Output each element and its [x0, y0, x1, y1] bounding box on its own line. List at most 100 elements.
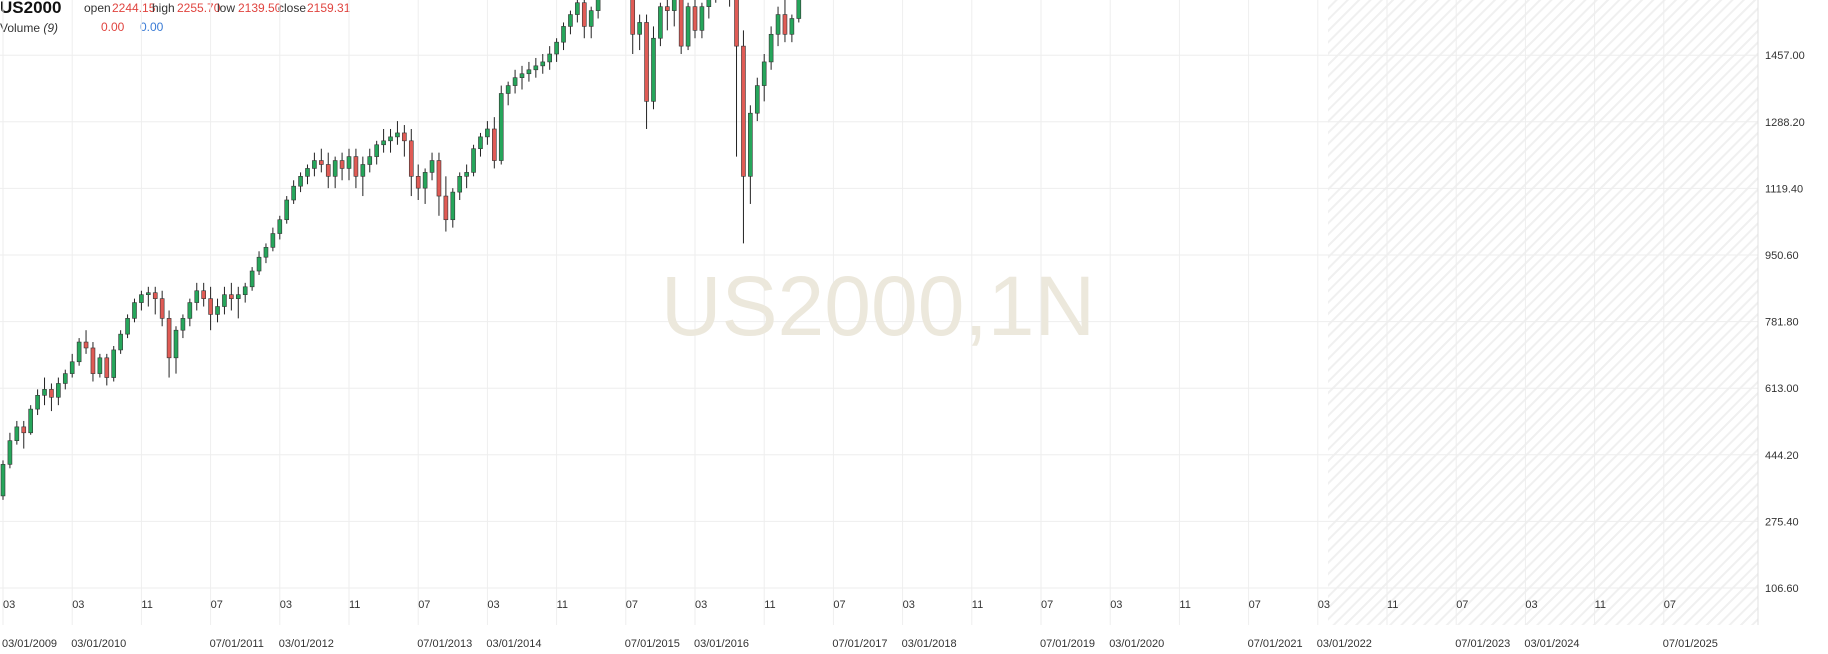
x-tick-month: 11	[1387, 599, 1398, 611]
candle-up	[194, 290, 200, 303]
candle-up	[540, 61, 546, 67]
candle-down	[415, 176, 421, 189]
y-tick-label: 1457.00	[1765, 50, 1805, 62]
candle-down	[104, 357, 110, 378]
candle-up	[35, 395, 40, 410]
x-tick-date: 07/01/2015	[625, 638, 680, 650]
candle-up	[789, 18, 795, 35]
y-tick-label: 613.00	[1765, 383, 1799, 395]
x-tick-date: 07/01/2019	[1040, 638, 1095, 650]
candle-up	[512, 77, 518, 86]
x-tick-month: 07	[1041, 599, 1053, 611]
candle-down	[741, 45, 746, 177]
candle-up	[367, 156, 373, 165]
future-area-hatch	[1328, 0, 1758, 625]
y-axis: 106.60 275.40 444.20 613.00 781.80 950.60 1119…	[1765, 50, 1805, 595]
candle-up	[360, 164, 366, 177]
x-tick-month: 11	[972, 599, 983, 611]
grid	[0, 0, 1759, 625]
x-tick-month: 03	[903, 599, 915, 611]
candle-up	[284, 199, 290, 221]
candle-up	[277, 219, 283, 234]
candle-up	[450, 191, 456, 221]
x-tick-date: 03/01/2010	[71, 638, 126, 650]
x-tick-month: 11	[557, 599, 568, 611]
x-tick-month: 07	[1249, 599, 1261, 611]
candle-down	[208, 298, 213, 315]
candle-down	[678, 0, 684, 47]
candle-up	[471, 148, 476, 173]
candle-up	[422, 172, 428, 189]
candle-up	[464, 172, 469, 177]
x-tick-month: 03	[280, 599, 292, 611]
candle-up	[519, 73, 525, 78]
candle-down	[152, 292, 158, 299]
candle-up	[381, 140, 386, 146]
y-tick-label: 1288.20	[1765, 117, 1805, 129]
candle-up	[312, 160, 317, 169]
volume-value-2: 0.00	[140, 20, 164, 34]
x-tick-date: 07/01/2017	[832, 638, 887, 650]
candle-up	[554, 41, 559, 55]
candles	[0, 0, 802, 500]
candle-down	[581, 2, 587, 27]
x-tick-month: 07	[418, 599, 430, 611]
y-tick-label: 781.80	[1765, 317, 1799, 329]
x-tick-month: 07	[1664, 599, 1676, 611]
candle-up	[291, 185, 296, 201]
close-value: 2159.31	[307, 1, 351, 15]
volume-period: (9)	[43, 21, 59, 35]
candle-up	[637, 22, 642, 35]
x-tick-month: 03	[487, 599, 499, 611]
symbol-label: US2000	[0, 0, 62, 17]
candle-up	[56, 383, 61, 398]
candle-up	[533, 65, 539, 71]
x-tick-month: 03	[72, 599, 84, 611]
candle-down	[644, 22, 649, 102]
candle-up	[754, 85, 760, 114]
candle-down	[734, 0, 739, 47]
candle-down	[443, 195, 449, 221]
candle-up	[485, 128, 490, 138]
x-tick-date: 03/01/2016	[694, 638, 749, 650]
candle-down	[692, 6, 698, 31]
x-tick-date: 03/01/2024	[1524, 638, 1579, 650]
x-tick-month: 11	[764, 599, 775, 611]
candle-up	[42, 389, 47, 396]
open-value: 2244.15	[112, 1, 156, 15]
x-axis: 03 03/01/2009 03 03/01/2010 11 07 07/01/2011 03…	[2, 599, 1718, 650]
y-tick-label: 1119.40	[1765, 183, 1803, 195]
x-tick-date: 07/01/2013	[417, 638, 472, 650]
candle-up	[256, 256, 262, 272]
high-label: high	[152, 1, 175, 15]
candle-down	[49, 389, 54, 398]
close-label: close	[278, 1, 307, 15]
candle-up	[62, 373, 68, 384]
candle-up	[173, 329, 179, 359]
candle-up	[568, 14, 573, 27]
x-tick-date: 07/01/2025	[1663, 638, 1718, 650]
x-tick-date: 07/01/2011	[210, 638, 264, 650]
candle-up	[706, 0, 712, 7]
candle-down	[402, 132, 407, 142]
x-tick-month: 11	[349, 599, 360, 611]
y-tick-label: 444.20	[1765, 450, 1799, 462]
candle-down	[665, 6, 670, 11]
low-label: low	[217, 1, 236, 15]
low-value: 2139.50	[238, 1, 282, 15]
candle-up	[498, 93, 504, 161]
candle-down	[159, 298, 165, 319]
open-label: open	[84, 1, 111, 15]
candle-up	[526, 69, 532, 75]
candle-up	[547, 53, 552, 63]
candle-down	[492, 128, 497, 161]
candle-up	[270, 233, 276, 248]
volume-label: Volume (9)	[0, 21, 59, 35]
x-tick-date: 03/01/2020	[1109, 638, 1164, 650]
candle-up	[187, 302, 193, 319]
candle-up	[139, 294, 144, 303]
candle-down	[21, 426, 27, 434]
candle-up	[118, 333, 123, 351]
candle-down	[630, 0, 636, 35]
